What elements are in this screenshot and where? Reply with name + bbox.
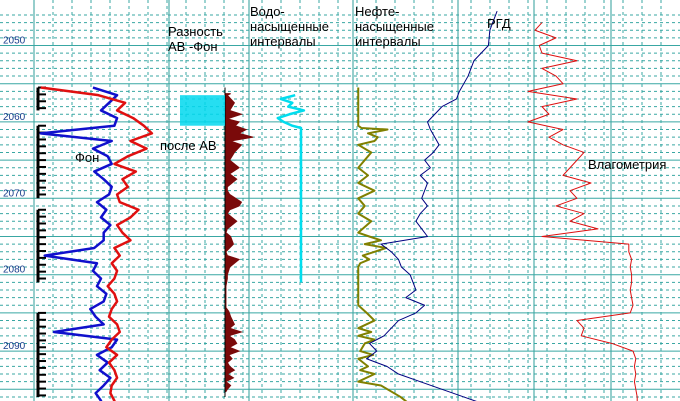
depth-tick-label: 2090 [3,341,26,352]
series-line-6 [527,22,638,401]
depth-tick-label: 2080 [3,265,26,276]
series-line-1 [40,86,154,401]
track-label-rgd: РГД [487,16,511,31]
depth-tick-label: 2060 [3,112,26,123]
series-difference-area [224,93,254,393]
annotation-after: после АВ [160,138,217,153]
track-label-difference: Разность АВ -Фон [168,24,223,54]
series-line-0 [39,86,119,401]
annotation-moisture: Влагометрия [588,157,667,172]
water-fill-block [180,95,225,126]
track-label-water: Водо-насыщенные интервалы [250,4,329,49]
track-label-oil: Нефте-насыщенные интервалы [355,4,434,49]
series-line-3 [276,93,306,283]
depth-tick-label: 2050 [3,36,26,47]
series-line-5 [366,10,498,401]
series-line-4 [357,87,408,401]
depth-tick-label: 2070 [3,188,26,199]
annotation-background: Фон [75,150,100,165]
